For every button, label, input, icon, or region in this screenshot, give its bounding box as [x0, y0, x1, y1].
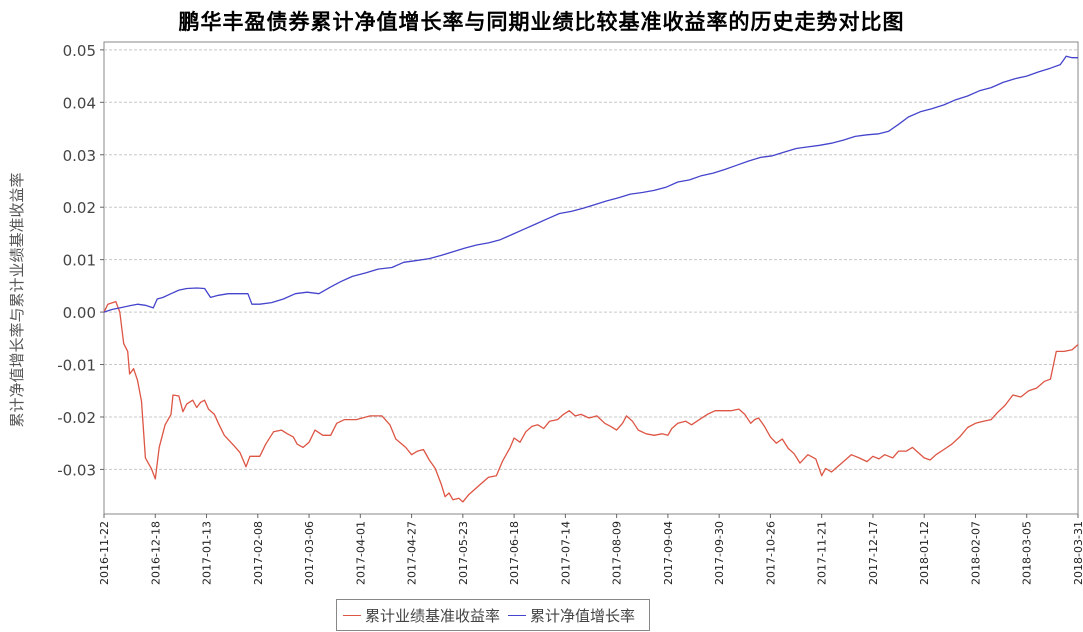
legend-label-nav: 累计净值增长率	[530, 606, 636, 625]
y-tick-label: 0.00	[63, 304, 96, 322]
x-tick-label: 2017-11-21	[816, 521, 829, 585]
x-tick-label: 2017-10-26	[764, 521, 777, 585]
x-tick-label: 2016-12-18	[149, 521, 162, 585]
y-tick-label: -0.03	[57, 461, 96, 479]
legend-item-benchmark: 累计业绩基准收益率	[343, 605, 500, 626]
y-tick-label: 0.02	[63, 199, 96, 217]
x-tick-label: 2017-09-30	[713, 521, 726, 585]
x-tick-label: 2017-07-14	[559, 521, 572, 585]
x-tick-label: 2017-02-08	[252, 521, 265, 585]
x-tick-label: 2017-03-06	[303, 521, 316, 585]
series-line-0	[103, 300, 1079, 503]
x-tick-label: 2017-05-23	[457, 521, 470, 585]
x-tick-label: 2017-06-18	[508, 521, 521, 585]
x-tick-label: 2017-01-13	[201, 521, 214, 585]
plot-area	[103, 41, 1079, 515]
chart-title: 鹏华丰盈债券累计净值增长率与同期业绩比较基准收益率的历史走势对比图	[178, 9, 905, 34]
legend-label-benchmark: 累计业绩基准收益率	[365, 606, 501, 625]
y-tick-label: -0.02	[57, 409, 96, 427]
legend: 累计业绩基准收益率 累计净值增长率	[336, 599, 651, 631]
x-tick-label: 2017-12-17	[867, 521, 880, 585]
line-chart: 0.05 0.04 0.03 0.02 0.01 0.00 -0.01 -0.02 -0.03 2…	[8, 41, 1083, 585]
y-axis-label: 累计净值增长率与累计业绩基准收益率	[8, 172, 26, 427]
x-tick-label: 2017-09-04	[662, 521, 675, 585]
y-tick-label: 0.04	[63, 94, 96, 112]
x-tick-label: 2017-08-09	[611, 521, 624, 585]
y-tick-label: 0.03	[63, 147, 96, 165]
legend-item-nav: 累计净值增长率	[508, 605, 635, 626]
legend-swatch-nav	[508, 614, 527, 616]
y-tick-label: -0.01	[57, 357, 96, 375]
y-tick-label: 0.05	[63, 42, 96, 60]
x-tick-label: 2016-11-22	[98, 521, 111, 585]
x-tick-label: 2018-01-12	[918, 521, 931, 585]
x-tick-label: 2018-02-07	[969, 521, 982, 585]
legend-swatch-benchmark	[343, 614, 361, 616]
x-tick-label: 2017-04-01	[354, 521, 367, 585]
x-tick-label: 2018-03-05	[1021, 521, 1034, 585]
x-tick-label: 2017-04-27	[406, 521, 419, 585]
y-tick-label: 0.01	[63, 252, 96, 270]
series-line-1	[103, 55, 1078, 313]
x-tick-label: 2018-03-31	[1072, 521, 1083, 585]
